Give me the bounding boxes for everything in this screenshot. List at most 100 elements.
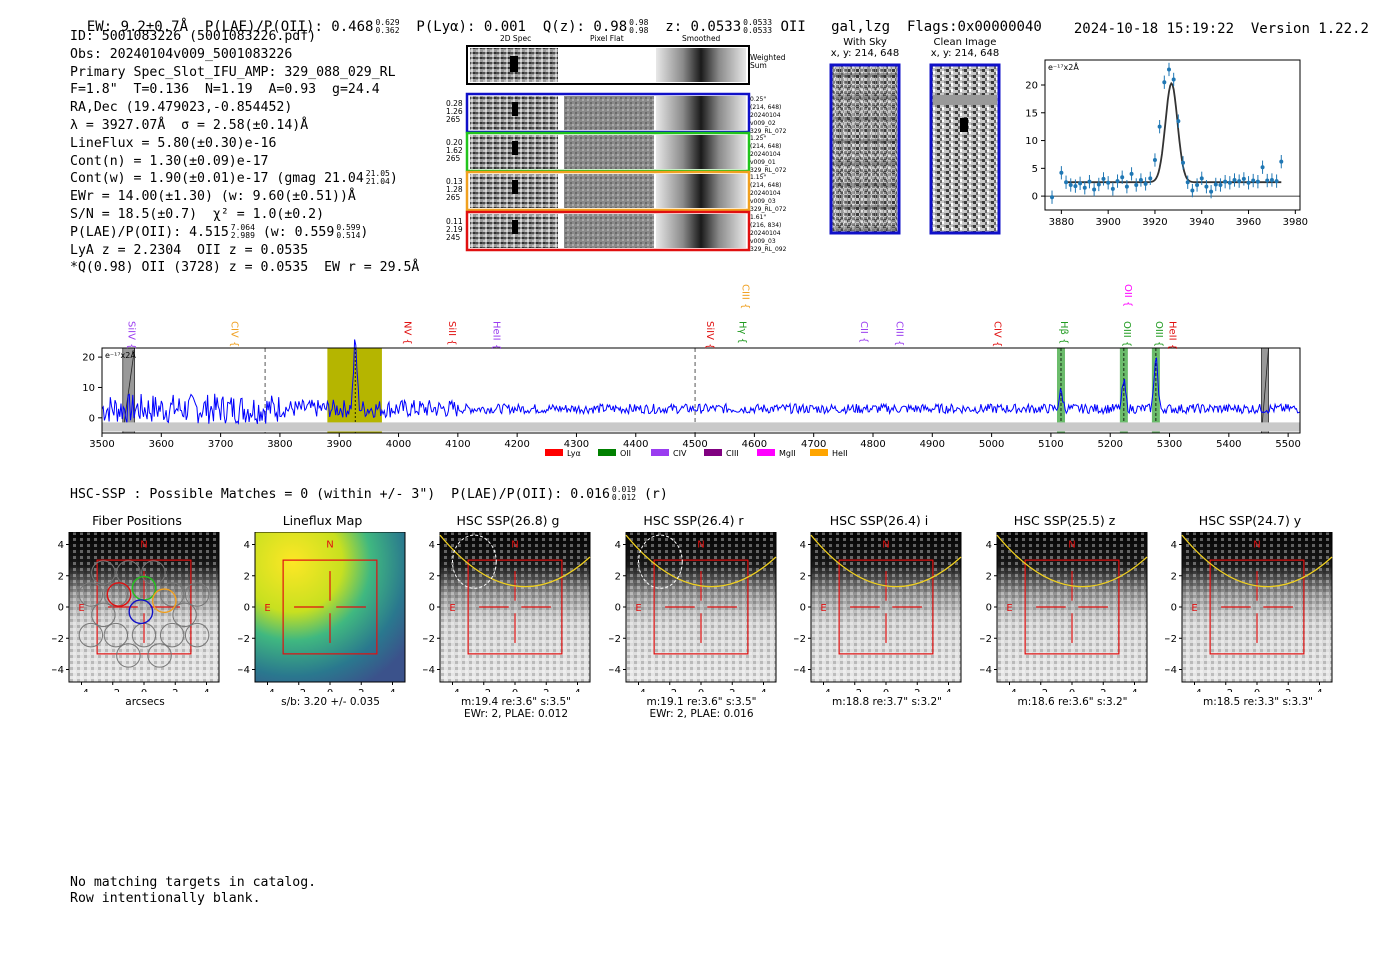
hsc-y-tick-label: −4 [52,665,64,676]
spec2d-meta: v009_02 [750,120,776,127]
hsc-x-tick-label: 4 [203,688,209,692]
hsc-north-label: N [697,540,704,551]
hsc-north-label: N [1068,540,1075,551]
zoom-data-point [1213,182,1218,187]
zoom-data-point [1059,170,1064,175]
zoom-x-tick-label: 3920 [1142,217,1167,228]
hsc-panel: Fiber Positions N E −4 −4 −2 −2 0 0 2 2 4 4 arcsecs [52,510,222,730]
spec2d-svg [465,45,751,252]
hsc-panel-image: N E −4 −4 −2 −2 0 0 2 2 4 4 [52,532,220,692]
zoom-data-point [1096,182,1101,187]
info-sn: S/N = 18.5(±0.7) χ² = 1.0(±0.2) [70,206,325,222]
spec2d-row-smoothed [656,214,746,248]
zoom-data-point [1050,195,1055,200]
full-x-tick-label: 4200 [504,439,529,450]
spec2d-row-gap [654,174,656,208]
spec2d-stat: 0.20 [446,138,463,147]
full-y-tick-label: 10 [82,383,95,394]
spec2d-meta: (214, 648) [750,182,782,189]
zoom-data-point [1106,180,1111,185]
hsc-x-tick-label: 2 [914,688,920,692]
spec2d-stat: 265 [446,115,461,124]
full-line-label: NV { [401,321,412,345]
full-legend-swatch [651,449,669,456]
spec2d-row-frame [465,170,751,212]
zoom-data-point [1218,183,1223,187]
spec2d-row-meta: 1.25" (214, 648) 20240104 v009_01 329_RL_072 [750,135,786,175]
full-x-tick-label: 3600 [149,439,174,450]
zoom-data-point [1124,184,1129,189]
info-lambda: λ = 3927.07Å σ = 2.58(±0.14)Å [70,117,309,133]
hsc-fiber-circle [116,643,141,668]
zoom-data-point [1143,181,1148,186]
spec2d-stat: 1.26 [446,107,463,116]
hsc-fiber-highlight [106,582,132,607]
hsc-x-tick-label: −4 [816,688,831,692]
hsc-x-tick-label: 0 [1254,688,1260,692]
hsc-band: (r) [643,487,668,502]
hsc-x-tick-label: −4 [1187,688,1202,692]
zoom-data-point [1246,180,1251,185]
info-contw-hi: 21.05 [365,169,390,179]
zoom-x-tick-label: 3940 [1189,217,1214,228]
hsc-caption-line: m:19.1 re:3.6" s:3.5" [646,696,757,708]
zoom-data-point [1129,171,1134,176]
info-fwhm: F=1.8" T=0.136 N=1.19 A=0.93 g=24.4 [70,82,380,98]
hsc-aperture-box [282,559,377,655]
full-legend-swatch [545,449,563,456]
full-x-tick-label: 5200 [1097,439,1122,450]
spec2d-stat: 245 [446,233,461,242]
hsc-cutout-noise [996,532,1147,682]
spec2d-meta: 20240104 [750,190,781,197]
spec2d-weighted-sum: Weighted Sum [750,53,786,70]
hsc-x-tick-label: −2 [662,688,677,692]
zoom-x-tick-label: 3900 [1095,217,1120,228]
with-sky-title-block: With Sky x, y: 214, 648 [820,37,910,59]
full-x-tick-label: 5500 [1275,439,1300,450]
spec2d-meta: 20240104 [750,151,781,158]
zoom-data-point [1138,178,1143,182]
full-x-tick-label: 4600 [742,439,767,450]
hsc-panel: HSC SSP(26.4) iNE−4−4−2−2002244m:18.8 re… [794,510,964,730]
hsc-caption-line: s/b: 3.20 +/- 0.035 [281,696,380,708]
hsc-x-tick-label: 2 [358,688,364,692]
hsc-fiber-highlight [151,588,177,614]
zoom-data-point [1176,119,1181,124]
hsc-x-tick-label: 0 [883,688,889,692]
hsc-y-tick-label: 0 [800,603,806,614]
zoom-x-tick-label: 3880 [1049,217,1074,228]
hsc-north-label: N [882,540,889,551]
hsc-panel-title: Lineflux Map [282,513,363,528]
header-timestamp: 2024-10-18 15:19:22 [1073,21,1235,37]
hsc-panel-caption: arcsecs [60,696,230,708]
hsc-y-tick-label: 0 [1171,603,1177,614]
spec2d-meta: 1.25" [750,135,767,142]
clean-image-coords: x, y: 214, 648 [930,48,1000,59]
hsc-caption-line: m:19.4 re:3.6" s:3.5" [461,696,571,708]
hsc-x-tick-label: 2 [1100,688,1106,692]
hsc-y-tick-label: 4 [614,540,620,551]
full-plot-bg [102,348,1300,433]
zoom-data-point [1274,179,1279,184]
full-y-label: e⁻¹⁷x2Å [105,349,136,360]
hsc-east-label: E [1006,603,1012,614]
hsc-x-tick-label: 4 [760,688,766,692]
hsc-fiber-circle [159,622,185,648]
spec2d-stat: 1.28 [446,185,463,194]
info-contw-lo: 21.04 [365,177,390,187]
header-classes: gal,lzg [831,19,891,35]
info-lineflux: LineFlux = 5.80(±0.30)e-16 [70,135,277,151]
hsc-x-tick-label: 0 [141,688,147,692]
full-line-label: HeII { [1167,321,1178,350]
spec2d-meta: 329_RL_072 [750,167,787,174]
hsc-panel-image: N E −4 −4 −2 −2 0 0 2 2 4 4 [609,532,776,692]
header-right: 2024-10-18 15:19:22 Version 1.22.2 [1057,5,1369,37]
zoom-data-point [1078,181,1083,186]
zoom-data-point [1064,180,1069,185]
full-x-tick-label: 4400 [623,439,648,450]
hsc-panel-title: HSC SSP(24.7) y [1198,513,1302,528]
header-q-lo: 0.98 [629,26,649,35]
zoom-data-point [1279,159,1284,164]
hsc-y-tick-label: −2 [423,634,435,645]
hsc-fiber-circle [141,560,166,585]
